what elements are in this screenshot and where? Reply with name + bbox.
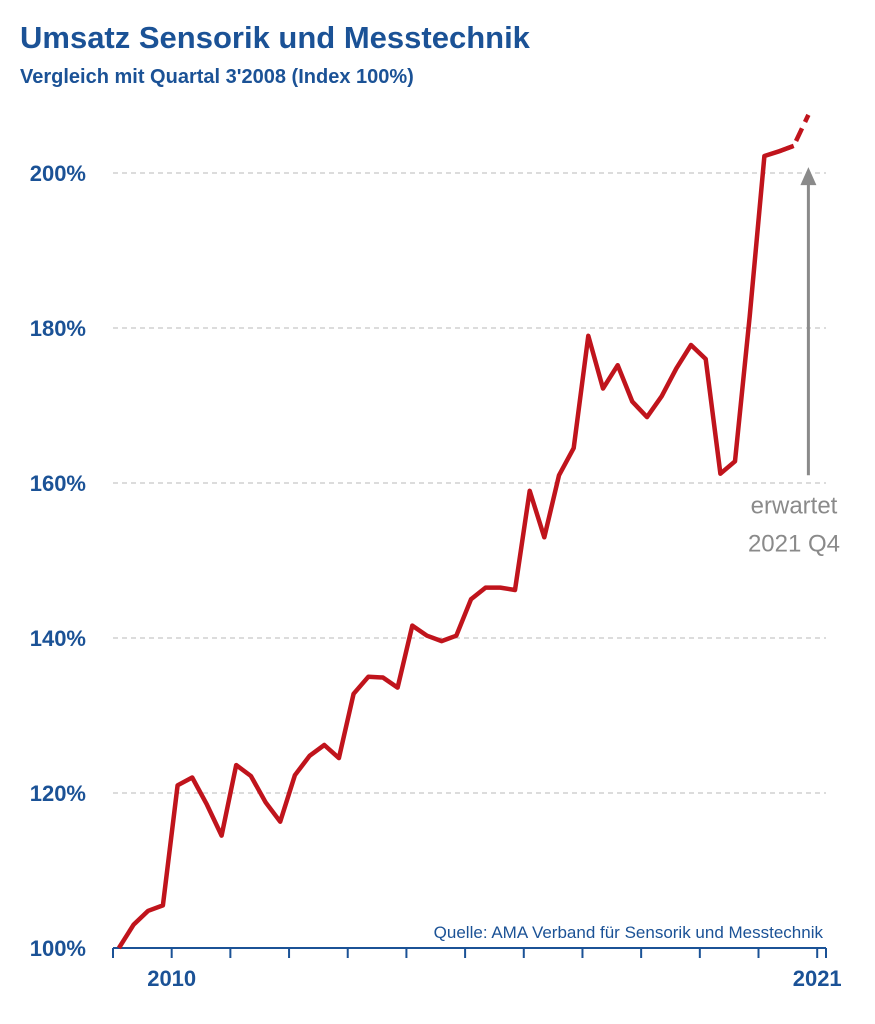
series-lines <box>116 113 811 950</box>
y-tick-label: 100% <box>30 936 86 961</box>
series-line <box>116 143 795 950</box>
annotation-label-1: erwartet <box>751 492 838 519</box>
y-tick-label: 200% <box>30 161 86 186</box>
y-tick-label: 120% <box>30 781 86 806</box>
x-tick-label: 2010 <box>147 966 196 991</box>
chart-subtitle: Vergleich mit Quartal 3'2008 (Index 100%… <box>20 66 414 88</box>
y-tick-label: 180% <box>30 316 86 341</box>
y-tick-label: 160% <box>30 471 86 496</box>
annotation-label-2: 2021 Q4 <box>748 530 840 557</box>
y-axis-ticks: 100% 120% 140% 160% 180% 200% <box>30 161 86 961</box>
x-tick-label: 2021 <box>793 966 842 991</box>
grid-lines <box>113 172 826 794</box>
x-axis: 2010 2021 <box>112 947 842 991</box>
annotation-group: erwartet 2021 Q4 <box>748 167 840 557</box>
source-note: Quelle: AMA Verband für Sensorik und Mes… <box>434 923 824 942</box>
forecast-line <box>778 113 811 154</box>
arrow-head-icon <box>800 167 817 186</box>
y-tick-label: 140% <box>30 626 86 651</box>
chart-title: Umsatz Sensorik und Messtechnik <box>20 20 530 55</box>
